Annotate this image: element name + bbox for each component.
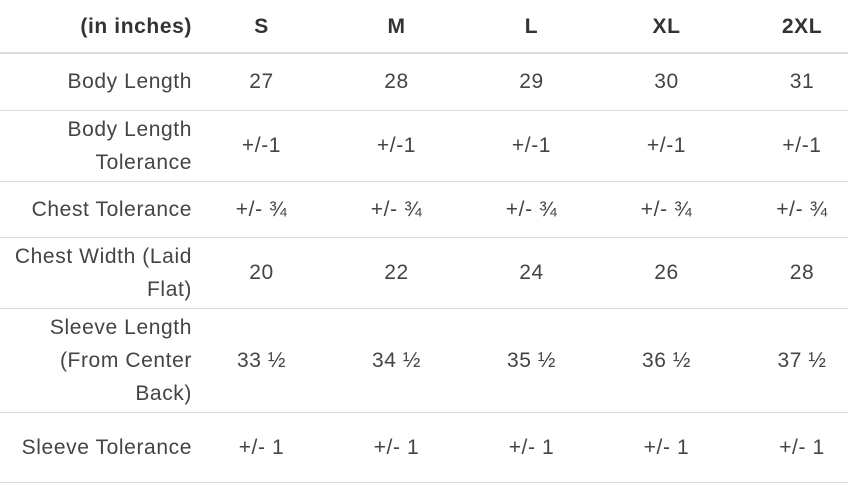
table-row: Body Length Tolerance +/-1 +/-1 +/-1 +/-1 +/-… <box>0 110 848 182</box>
cell: 36 ½ <box>599 308 734 413</box>
row-label: Sleeve Length (From Center Back) <box>0 308 194 413</box>
table-row: Chest Width (Laid Flat) 20 22 24 26 28 <box>0 237 848 309</box>
cell: +/- ¾ <box>194 181 329 238</box>
header-size: M <box>329 0 464 54</box>
cell: 37 ½ <box>734 308 848 413</box>
cell: +/- ¾ <box>329 181 464 238</box>
header-unit: (in inches) <box>0 0 194 54</box>
row-label: Chest Tolerance <box>0 181 194 238</box>
cell: +/- ¾ <box>464 181 599 238</box>
cell: +/- 1 <box>599 412 734 483</box>
header-size: S <box>194 0 329 54</box>
table-row: Body Length 27 28 29 30 31 <box>0 53 848 111</box>
cell: 28 <box>329 53 464 111</box>
cell: 31 <box>734 53 848 111</box>
cell: +/-1 <box>734 110 848 182</box>
cell: 26 <box>599 237 734 309</box>
cell: +/-1 <box>194 110 329 182</box>
cell: 22 <box>329 237 464 309</box>
table-row: Sleeve Length (From Center Back) 33 ½ 34 ½… <box>0 308 848 413</box>
cell: 29 <box>464 53 599 111</box>
cell: +/- 1 <box>194 412 329 483</box>
cell: 33 ½ <box>194 308 329 413</box>
cell: 27 <box>194 53 329 111</box>
cell: +/- ¾ <box>599 181 734 238</box>
row-label: Body Length <box>0 53 194 111</box>
table-row: Sleeve Tolerance +/- 1 +/- 1 +/- 1 +/- 1 +/- … <box>0 412 848 483</box>
row-label: Body Length Tolerance <box>0 110 194 182</box>
cell: 34 ½ <box>329 308 464 413</box>
header-size: L <box>464 0 599 54</box>
cell: 35 ½ <box>464 308 599 413</box>
cell: +/-1 <box>329 110 464 182</box>
cell: +/- 1 <box>329 412 464 483</box>
cell: 20 <box>194 237 329 309</box>
cell: +/-1 <box>599 110 734 182</box>
cell: +/- 1 <box>464 412 599 483</box>
cell: +/- ¾ <box>734 181 848 238</box>
row-label: Sleeve Tolerance <box>0 412 194 483</box>
row-label: Chest Width (Laid Flat) <box>0 237 194 309</box>
header-size: 2XL <box>734 0 848 54</box>
cell: 28 <box>734 237 848 309</box>
cell: 24 <box>464 237 599 309</box>
cell: +/-1 <box>464 110 599 182</box>
cell: +/- 1 <box>734 412 848 483</box>
table-row: Chest Tolerance +/- ¾ +/- ¾ +/- ¾ +/- ¾ +/- ¾ <box>0 181 848 238</box>
cell: 30 <box>599 53 734 111</box>
header-row: (in inches) S M L XL 2XL <box>0 0 848 54</box>
header-size: XL <box>599 0 734 54</box>
